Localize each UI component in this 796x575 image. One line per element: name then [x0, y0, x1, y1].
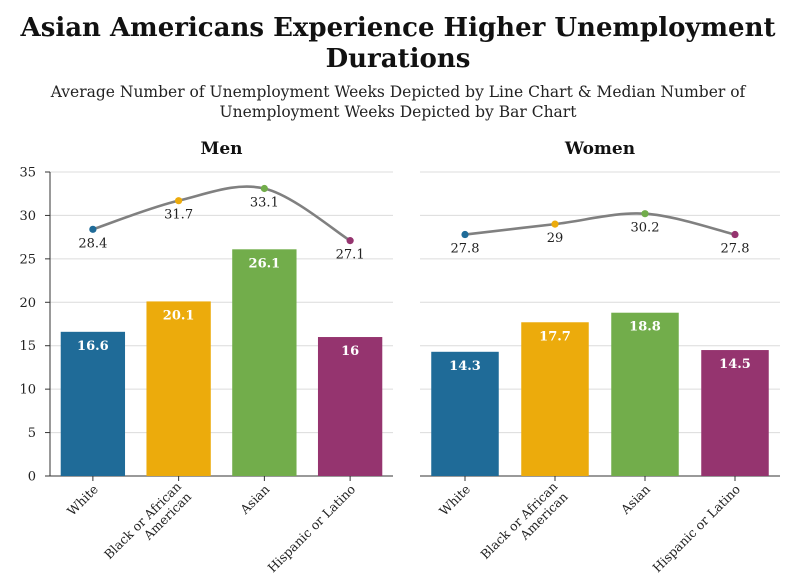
- chart-panels: Men 0 5 10 15 20 25 30 35 16.6 White 20.1 Black or A…: [19, 139, 780, 575]
- chart-title-line-1: Asian Americans Experience Higher Unempl…: [20, 13, 776, 43]
- x-tick-label-women-asian: Asian: [617, 482, 653, 518]
- chart-title-line-2: Durations: [326, 44, 471, 74]
- y-tick-label-25: 25: [19, 252, 36, 267]
- line-point-women-black-or-african-american: [551, 220, 559, 228]
- chart-subtitle-line-1: Average Number of Unemployment Weeks Dep…: [50, 83, 747, 101]
- bar-women-white: [431, 351, 499, 476]
- average-line-women: [464, 212, 736, 236]
- y-tick-label-15: 15: [19, 339, 36, 354]
- line-point-men-asian: [260, 184, 268, 193]
- bar-label-men-black-or-african-american: 20.1: [163, 308, 195, 323]
- bar-label-women-white: 14.3: [449, 359, 481, 374]
- line-point-label-men-white: 28.4: [78, 236, 107, 251]
- panel-women: Women 14.3 White 17.7 Black or AfricanAmeric…: [420, 139, 780, 575]
- y-tick-label-30: 30: [19, 209, 36, 224]
- bar-label-women-asian: 18.8: [629, 320, 661, 335]
- line-point-label-women-white: 27.8: [451, 242, 480, 257]
- x-tick-label-men-white: White: [64, 482, 101, 519]
- average-line-men: [92, 185, 351, 242]
- chart-subtitle-line-2: Unemployment Weeks Depicted by Bar Chart: [220, 103, 578, 121]
- x-tick-label-women-white: White: [436, 482, 473, 519]
- line-point-label-men-black-or-african-american: 31.7: [164, 208, 193, 223]
- bar-men-asian: [232, 249, 297, 476]
- bar-men-white: [60, 331, 126, 476]
- bar-women-asian: [611, 312, 679, 476]
- y-tick-label-35: 35: [19, 166, 36, 181]
- bar-women-hispanic-or-latino: [701, 350, 769, 476]
- bar-women-black-or-african-american: [521, 322, 589, 476]
- bar-label-men-hispanic-or-latino: 16: [341, 344, 359, 359]
- y-tick-label-20: 20: [19, 296, 36, 311]
- line-point-men-black-or-african-american: [175, 197, 183, 205]
- y-tick-label-5: 5: [28, 426, 36, 441]
- panel-title-women: Women: [564, 139, 635, 159]
- line-point-women-hispanic-or-latino: [731, 230, 739, 239]
- line-point-label-women-asian: 30.2: [631, 221, 660, 236]
- bar-men-hispanic-or-latino: [317, 337, 383, 476]
- line-point-women-white: [461, 230, 469, 239]
- x-tick-label-women-hispanic-or-latino: Hispanic or Latino: [649, 482, 743, 575]
- x-tick-label-men-black-or-african-american: Black or AfricanAmerican: [101, 479, 194, 572]
- y-tick-label-0: 0: [28, 470, 36, 485]
- bar-label-men-asian: 26.1: [249, 256, 281, 271]
- line-point-label-women-hispanic-or-latino: 27.8: [721, 242, 750, 257]
- line-point-label-women-black-or-african-american: 29: [547, 231, 564, 246]
- bar-label-women-black-or-african-american: 17.7: [539, 329, 571, 344]
- line-point-women-asian: [641, 210, 649, 218]
- x-tick-label-women-black-or-african-american: Black or AfricanAmerican: [477, 479, 570, 572]
- bar-men-black-or-african-american: [146, 301, 211, 476]
- line-point-label-men-asian: 33.1: [250, 196, 279, 211]
- y-tick-label-10: 10: [19, 383, 36, 398]
- x-tick-label-men-hispanic-or-latino: Hispanic or Latino: [264, 482, 358, 575]
- panel-men: Men 0 5 10 15 20 25 30 35 16.6 White 20.1 Black or A…: [19, 139, 393, 575]
- line-point-label-men-hispanic-or-latino: 27.1: [336, 248, 365, 263]
- panel-title-men: Men: [201, 139, 243, 159]
- x-tick-label-men-asian: Asian: [236, 482, 272, 518]
- line-point-men-white: [89, 225, 97, 233]
- line-point-men-hispanic-or-latino: [346, 237, 354, 245]
- bar-label-men-white: 16.6: [77, 339, 109, 354]
- bar-label-women-hispanic-or-latino: 14.5: [719, 357, 751, 372]
